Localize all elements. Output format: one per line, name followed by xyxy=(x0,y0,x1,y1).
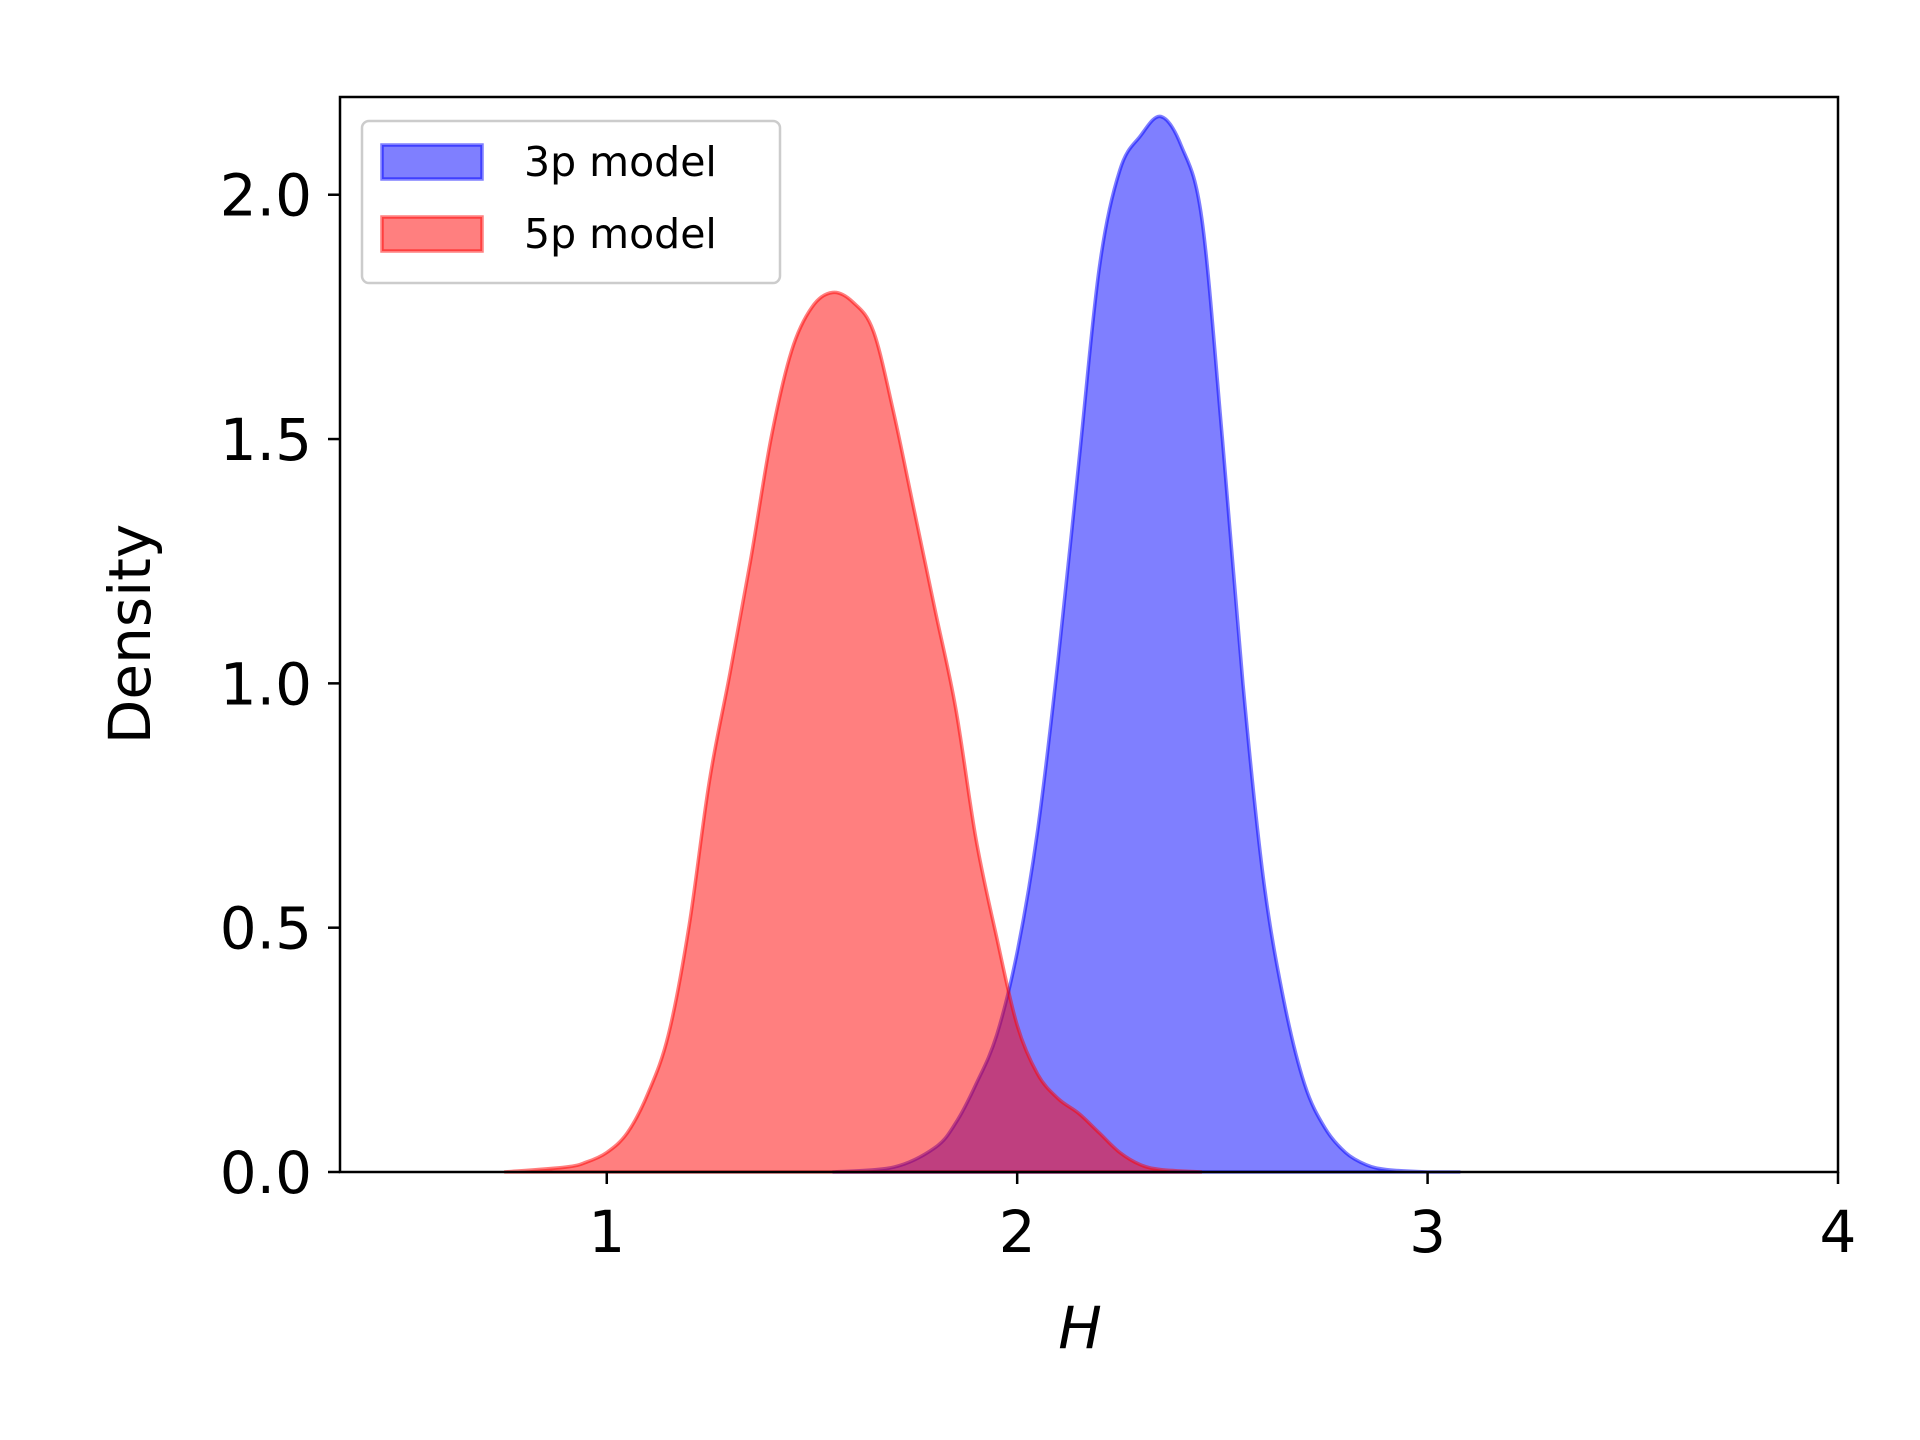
y-tick-label: 2.0 xyxy=(220,162,312,230)
x-tick-label: 4 xyxy=(1820,1198,1857,1266)
y-axis-ticks: 0.0 0.5 1.0 1.5 2.0 xyxy=(220,162,340,1207)
x-tick-label: 3 xyxy=(1409,1198,1446,1266)
y-tick-label: 1.0 xyxy=(220,650,312,718)
x-tick-label: 2 xyxy=(999,1198,1036,1266)
y-tick-label: 0.5 xyxy=(220,895,312,963)
legend-swatch-2 xyxy=(380,215,484,253)
plot-frame xyxy=(338,95,1840,1174)
legend-label-1: 3p model xyxy=(524,138,717,186)
series-areas xyxy=(504,114,1461,1174)
series-area-2 xyxy=(504,290,1203,1174)
y-tick-label: 0.0 xyxy=(220,1139,312,1207)
legend-swatch-1 xyxy=(380,143,484,181)
x-tick-label: 1 xyxy=(588,1198,625,1266)
x-axis-ticks: 1 2 3 4 xyxy=(588,1172,1856,1266)
y-axis-label: Density xyxy=(96,524,164,745)
y-tick-label: 1.5 xyxy=(220,406,312,474)
x-axis-label: H xyxy=(1058,1294,1102,1362)
legend-label-2: 5p model xyxy=(524,210,717,258)
legend: 3p model 5p model xyxy=(360,119,782,285)
